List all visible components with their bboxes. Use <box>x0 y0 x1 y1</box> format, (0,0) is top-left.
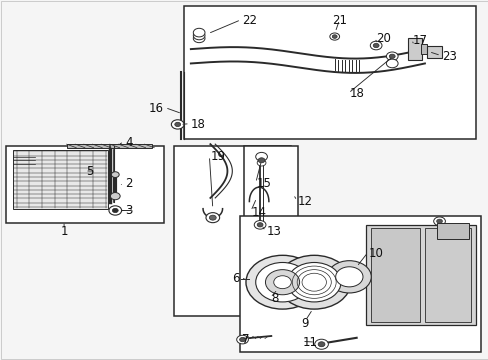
Circle shape <box>193 28 204 37</box>
Text: 14: 14 <box>251 206 266 219</box>
Circle shape <box>277 255 350 309</box>
Circle shape <box>245 255 319 309</box>
Text: 17: 17 <box>412 33 427 47</box>
Bar <box>370 228 419 321</box>
Text: 7: 7 <box>242 333 249 346</box>
Bar <box>183 6 475 139</box>
Text: 6: 6 <box>232 272 239 285</box>
Text: 9: 9 <box>301 317 308 330</box>
Circle shape <box>255 152 267 161</box>
Text: 13: 13 <box>266 225 281 238</box>
Circle shape <box>314 339 328 349</box>
Circle shape <box>335 267 362 287</box>
Bar <box>244 146 298 241</box>
Text: 18: 18 <box>190 118 205 131</box>
Bar <box>427 45 441 58</box>
Bar <box>5 146 163 223</box>
Circle shape <box>273 276 291 289</box>
Bar <box>366 225 475 325</box>
Circle shape <box>255 262 309 302</box>
Circle shape <box>372 43 378 48</box>
Circle shape <box>239 337 245 342</box>
Circle shape <box>327 261 370 293</box>
Polygon shape <box>66 144 152 148</box>
Text: 18: 18 <box>348 87 364 100</box>
Text: 3: 3 <box>125 204 132 217</box>
Text: 5: 5 <box>86 165 93 177</box>
Bar <box>13 149 108 209</box>
Circle shape <box>386 59 397 68</box>
Circle shape <box>388 54 394 58</box>
Text: 4: 4 <box>125 136 132 149</box>
Text: 15: 15 <box>256 177 271 190</box>
Circle shape <box>171 120 183 129</box>
Circle shape <box>174 122 180 127</box>
Text: 8: 8 <box>271 292 278 305</box>
Circle shape <box>193 31 204 40</box>
Circle shape <box>436 219 442 224</box>
Circle shape <box>318 342 325 347</box>
Circle shape <box>386 52 397 60</box>
Text: 22: 22 <box>242 14 257 27</box>
Circle shape <box>329 33 339 40</box>
Text: 21: 21 <box>331 14 346 27</box>
Circle shape <box>193 34 204 42</box>
Text: 12: 12 <box>298 195 312 208</box>
Circle shape <box>257 159 265 166</box>
Circle shape <box>209 215 216 220</box>
Circle shape <box>369 41 381 50</box>
Text: 20: 20 <box>375 32 390 45</box>
Text: 10: 10 <box>368 247 383 260</box>
Text: 23: 23 <box>441 50 456 63</box>
Circle shape <box>111 172 119 177</box>
Circle shape <box>254 221 265 229</box>
Circle shape <box>236 335 248 344</box>
Bar <box>424 228 470 321</box>
Bar <box>239 216 480 352</box>
Circle shape <box>265 270 299 295</box>
Text: 2: 2 <box>125 177 132 190</box>
Circle shape <box>258 158 264 163</box>
Bar <box>420 44 427 54</box>
Text: 19: 19 <box>210 150 225 163</box>
Circle shape <box>257 223 263 227</box>
Circle shape <box>205 213 219 223</box>
Text: 11: 11 <box>303 336 317 348</box>
Text: 1: 1 <box>60 225 68 238</box>
Text: 16: 16 <box>149 102 163 115</box>
Bar <box>436 223 468 239</box>
Circle shape <box>433 217 445 226</box>
Circle shape <box>331 35 336 39</box>
Circle shape <box>109 206 122 215</box>
Bar <box>173 146 290 316</box>
Bar <box>407 39 422 60</box>
Circle shape <box>110 193 120 200</box>
Circle shape <box>112 208 118 213</box>
Circle shape <box>287 262 340 302</box>
